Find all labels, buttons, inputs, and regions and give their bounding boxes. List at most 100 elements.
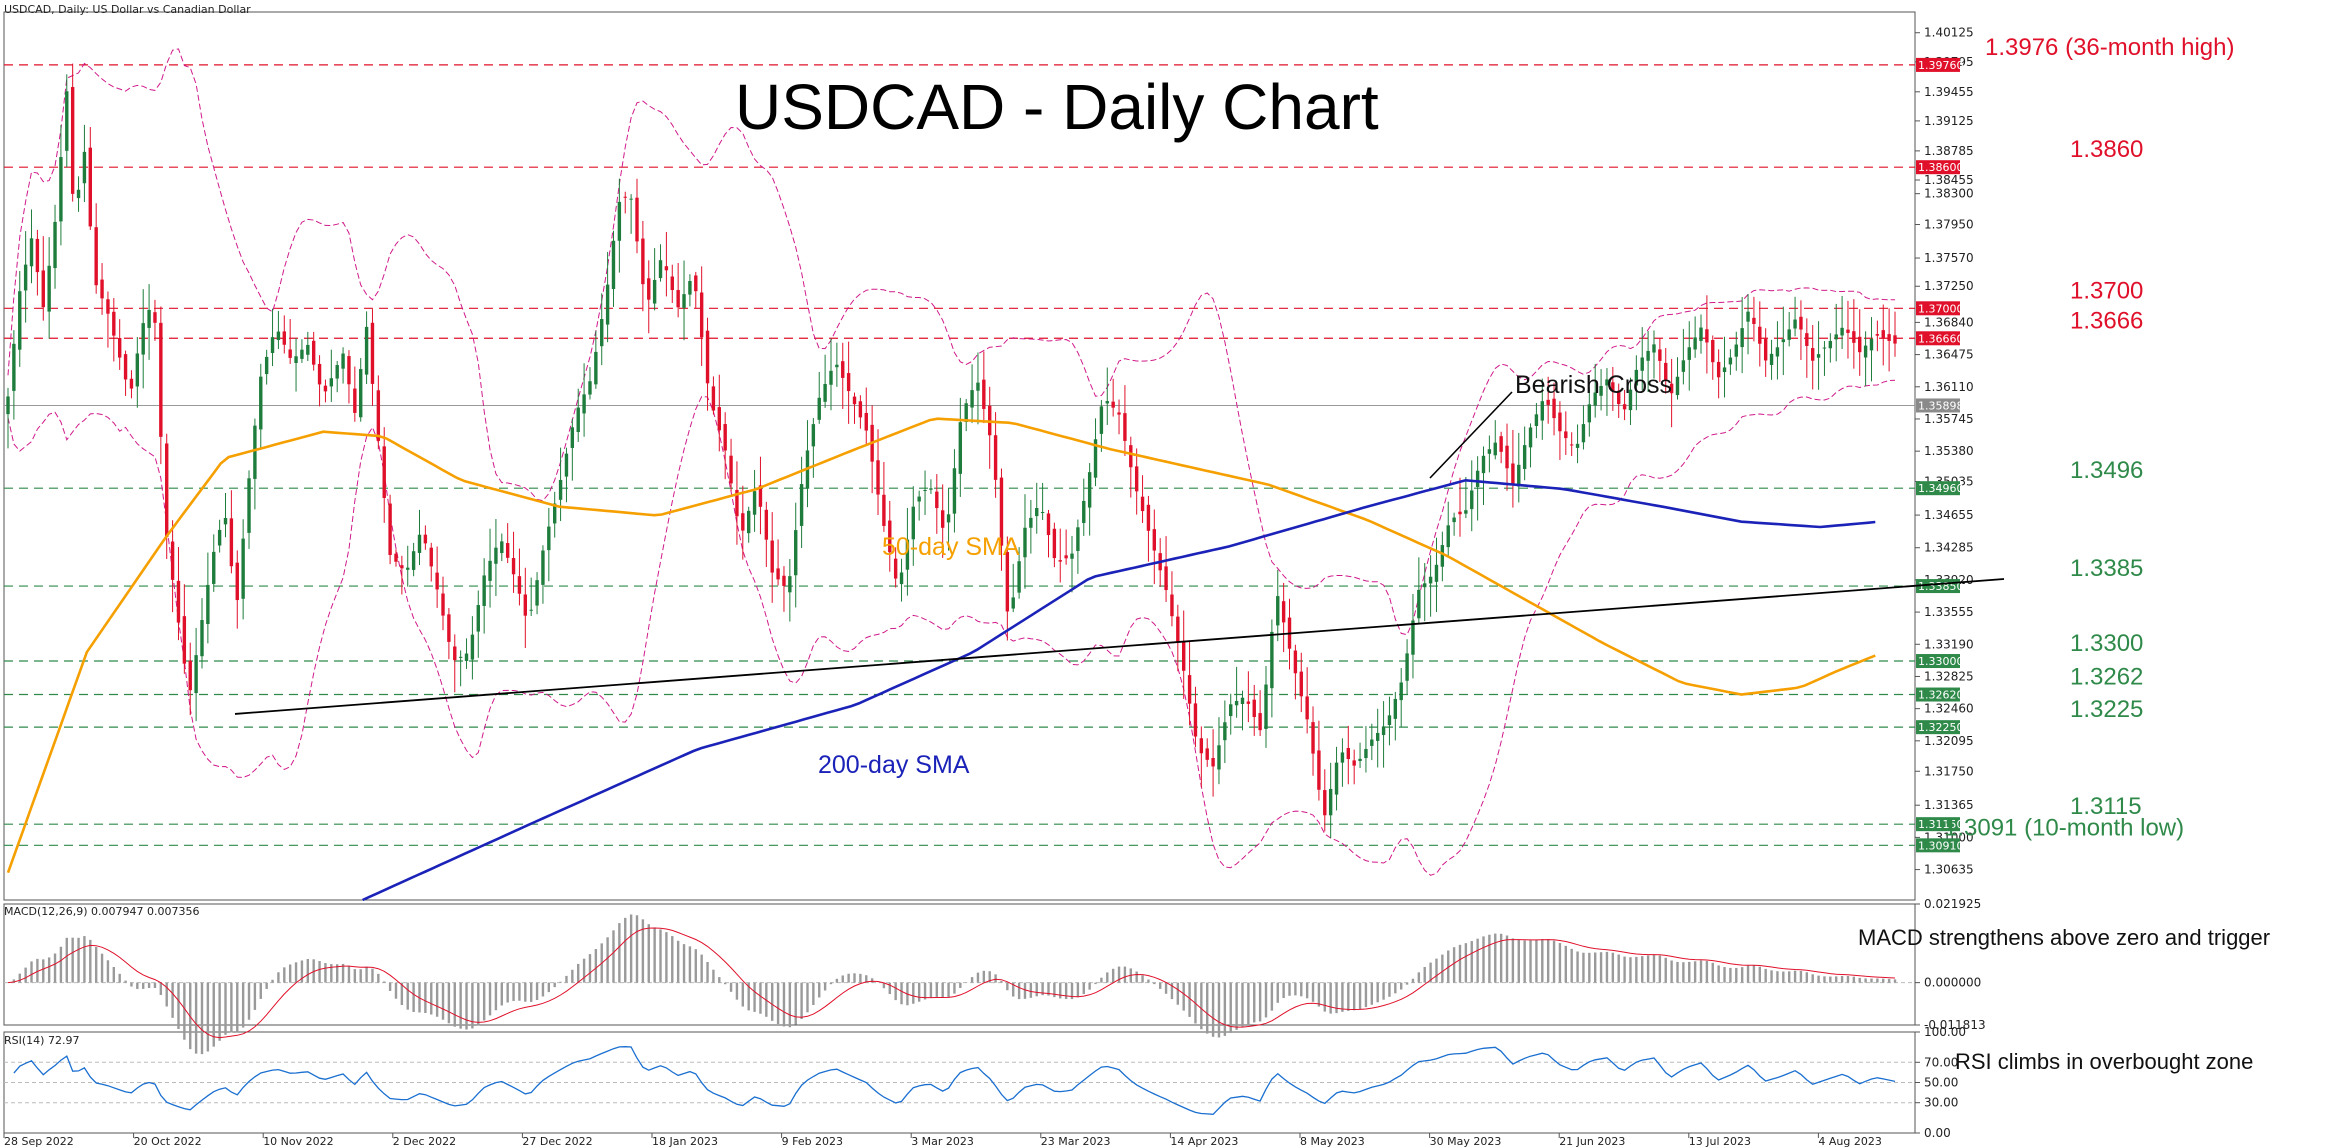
candle-body bbox=[1658, 349, 1662, 361]
candle-body bbox=[323, 385, 328, 392]
level-price-tag-text: 1.36660 bbox=[1918, 332, 1964, 345]
candle-body bbox=[1887, 334, 1891, 341]
price-tick-label: 1.36110 bbox=[1924, 380, 1974, 394]
candle-body bbox=[276, 331, 281, 341]
candle-body bbox=[1493, 442, 1497, 456]
level-label: 1.3976 (36-month high) bbox=[1985, 34, 2235, 61]
candle-body bbox=[1622, 404, 1627, 410]
candle-body bbox=[917, 496, 921, 502]
candle-body bbox=[294, 356, 298, 364]
candle-body bbox=[1076, 527, 1080, 551]
candle-body bbox=[1011, 597, 1015, 609]
date-tick-label: 20 Oct 2022 bbox=[134, 1135, 202, 1147]
candle-body bbox=[829, 370, 833, 385]
candle-body bbox=[1434, 564, 1439, 582]
candle-body bbox=[1822, 347, 1827, 349]
candle-body bbox=[858, 401, 863, 418]
candle-body bbox=[964, 403, 968, 422]
candle-body bbox=[1664, 362, 1668, 381]
candle-body bbox=[1070, 553, 1074, 559]
candle-body bbox=[764, 509, 769, 540]
price-tick-label: 1.35380 bbox=[1924, 444, 1974, 458]
candle-body bbox=[476, 605, 480, 632]
candle-body bbox=[470, 634, 475, 660]
candle-body bbox=[400, 565, 404, 569]
candle-body bbox=[1064, 555, 1068, 559]
candle-body bbox=[1558, 412, 1562, 432]
level-price-tag-text: 1.30910 bbox=[1918, 839, 1964, 852]
candle-body bbox=[788, 576, 792, 593]
candle-body bbox=[582, 394, 586, 414]
candle-body bbox=[970, 390, 974, 408]
candle-body bbox=[1599, 385, 1603, 396]
candle-body bbox=[635, 197, 639, 242]
date-tick-label: 8 May 2023 bbox=[1300, 1135, 1365, 1147]
candle-body bbox=[1334, 762, 1339, 795]
rsi-tick-label: 100.00 bbox=[1924, 1025, 1966, 1039]
candle-body bbox=[1569, 444, 1574, 446]
level-price-tag-text: 1.39760 bbox=[1918, 59, 1964, 72]
level-label: 1.3860 bbox=[2070, 136, 2143, 163]
candle-body bbox=[1276, 596, 1280, 626]
candle-body bbox=[1505, 445, 1509, 469]
candle-body bbox=[1893, 335, 1897, 344]
candle-body bbox=[699, 292, 704, 338]
candle-body bbox=[1693, 337, 1697, 350]
candle-body bbox=[729, 455, 733, 484]
candle-body bbox=[664, 266, 669, 271]
candle-body bbox=[541, 550, 545, 585]
candle-body bbox=[364, 326, 369, 375]
candle-body bbox=[982, 379, 986, 409]
rsi-note: RSI climbs in overbought zone bbox=[1955, 1049, 2254, 1074]
candle-body bbox=[1093, 439, 1098, 478]
candle-body bbox=[999, 477, 1004, 546]
candle-body bbox=[1711, 339, 1715, 363]
price-tick-label: 1.39125 bbox=[1924, 114, 1974, 128]
candle-body bbox=[923, 490, 927, 492]
candle-body bbox=[176, 580, 181, 623]
rsi-tick-label: 50.00 bbox=[1924, 1076, 1958, 1090]
chart-title: USDCAD - Daily Chart bbox=[735, 71, 1379, 143]
candle-body bbox=[835, 364, 839, 368]
candle-body bbox=[1299, 671, 1303, 697]
date-tick-label: 27 Dec 2022 bbox=[522, 1135, 592, 1147]
candle-body bbox=[935, 491, 939, 509]
candle-body bbox=[1270, 631, 1274, 689]
candle-body bbox=[535, 580, 539, 606]
candle-body bbox=[388, 503, 392, 555]
price-tick-label: 1.40125 bbox=[1924, 26, 1974, 40]
candle-body bbox=[1199, 738, 1204, 754]
level-label: 1.3300 bbox=[2070, 630, 2143, 657]
candle-body bbox=[776, 568, 780, 580]
price-tick-label: 1.36840 bbox=[1924, 315, 1974, 329]
candle-body bbox=[1393, 698, 1398, 719]
candle-body bbox=[940, 510, 945, 528]
candle-body bbox=[1005, 551, 1010, 612]
candle-body bbox=[1799, 316, 1803, 330]
candle-body bbox=[1281, 601, 1286, 623]
candle-body bbox=[270, 337, 275, 354]
candle-body bbox=[1099, 406, 1104, 434]
candle-body bbox=[112, 311, 116, 336]
level-price-tag-text: 1.32250 bbox=[1918, 721, 1964, 734]
candle-body bbox=[1117, 412, 1121, 415]
price-tick-label: 1.34655 bbox=[1924, 508, 1974, 522]
candle-body bbox=[929, 488, 933, 490]
candle-body bbox=[1605, 379, 1609, 386]
candle-body bbox=[1587, 404, 1592, 423]
candle-body bbox=[235, 562, 239, 601]
level-price-tag bbox=[1916, 57, 1960, 72]
candle-body bbox=[1775, 347, 1780, 357]
candle-body bbox=[676, 290, 680, 308]
candle-body bbox=[6, 396, 10, 415]
candle-body bbox=[1058, 560, 1062, 562]
candle-body bbox=[841, 361, 845, 378]
candle-body bbox=[1669, 383, 1674, 394]
candle-body bbox=[1875, 334, 1880, 336]
candle-body bbox=[41, 270, 45, 308]
level-label: 1.3091 (10-month low) bbox=[1944, 814, 2184, 841]
candle-body bbox=[217, 529, 222, 546]
price-tick-label: 1.31750 bbox=[1924, 764, 1974, 778]
candle-body bbox=[247, 478, 251, 533]
